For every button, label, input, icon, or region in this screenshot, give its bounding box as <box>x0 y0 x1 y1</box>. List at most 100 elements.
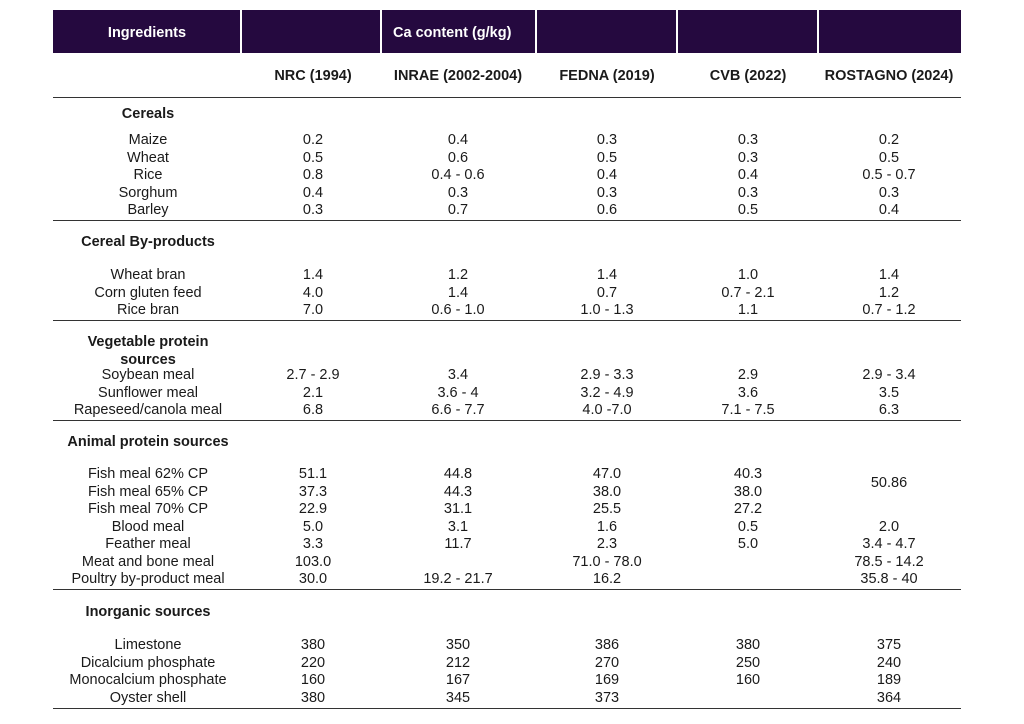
cell: 38.0 <box>733 483 763 500</box>
cell: 0.6 - 1.0 <box>431 302 485 318</box>
cell: 0.7 - 2.1 <box>721 284 775 301</box>
cell: 3.6 - 4 <box>437 384 479 401</box>
header-group: Ca content (g/kg) <box>393 25 512 41</box>
cell: 3.4 <box>447 367 469 383</box>
ingredient: Fish meal 70% CP <box>87 501 209 517</box>
cell: 169 <box>594 672 620 688</box>
cell: 3.1 <box>447 518 469 535</box>
cell: 240 <box>876 654 902 671</box>
cell: 220 <box>300 654 326 671</box>
ingredient: Dicalcium phosphate <box>80 654 216 671</box>
column-header: FEDNA (2019) <box>559 68 655 84</box>
cell: 2.7 - 2.9 <box>286 367 340 383</box>
ingredient: Meat and bone meal <box>81 553 215 570</box>
cell: 212 <box>445 654 471 671</box>
ingredient: Feather meal <box>105 536 191 552</box>
cell: 35.8 - 40 <box>860 571 918 587</box>
cell: 0.5 <box>596 149 618 166</box>
column-header: ROSTAGNO (2024) <box>824 68 954 84</box>
cell: 7.1 - 7.5 <box>721 402 775 418</box>
rule <box>53 220 961 221</box>
cell: 2.9 - 3.3 <box>580 367 634 383</box>
cell: 3.6 <box>737 384 759 401</box>
cell: 1.1 <box>737 302 759 318</box>
section-title: Cereal By-products <box>81 234 215 250</box>
cell: 71.0 - 78.0 <box>572 553 642 570</box>
cell: 350 <box>445 637 471 653</box>
cell: 7.0 <box>302 302 324 318</box>
cell: 25.5 <box>592 501 622 517</box>
divider <box>535 10 537 53</box>
cell: 0.3 <box>737 132 759 148</box>
cell: 27.2 <box>733 501 763 517</box>
section-title: Animal protein sources <box>67 434 229 450</box>
cell: 0.4 <box>737 167 759 183</box>
cell: 0.5 <box>737 202 759 218</box>
cell: 0.7 <box>596 284 618 301</box>
cell: 189 <box>876 672 902 688</box>
cell: 0.7 <box>447 202 469 218</box>
ingredient: Wheat <box>127 149 169 166</box>
cell: 364 <box>876 689 902 706</box>
cell: 51.1 <box>298 466 328 482</box>
cell: 0.3 <box>302 202 324 218</box>
cell: 345 <box>445 689 471 706</box>
header-bar <box>53 10 961 53</box>
cell: 11.7 <box>444 536 472 552</box>
ingredient: Rice bran <box>116 302 180 318</box>
cell: 6.8 <box>302 402 324 418</box>
ingredient: Fish meal 65% CP <box>87 483 209 500</box>
cell: 2.1 <box>302 384 324 401</box>
column-header: CVB (2022) <box>709 68 787 84</box>
cell: 3.2 - 4.9 <box>580 384 634 401</box>
cell: 19.2 - 21.7 <box>423 571 493 587</box>
cell: 270 <box>594 654 620 671</box>
rule <box>53 589 961 590</box>
section-title: Inorganic sources <box>85 604 211 620</box>
rule <box>53 420 961 421</box>
ingredient: Blood meal <box>111 518 185 535</box>
cell: 0.4 <box>302 184 324 201</box>
section-title: Vegetable protein sources <box>87 334 209 368</box>
cell: 1.2 <box>878 284 900 301</box>
cell: 0.4 <box>596 167 618 183</box>
cell: 3.4 - 4.7 <box>862 536 916 552</box>
cell: 1.2 <box>447 267 469 283</box>
cell: 375 <box>876 637 902 653</box>
cell: 0.4 <box>447 132 469 148</box>
ingredient: Sorghum <box>118 184 178 201</box>
ingredient: Rapeseed/canola meal <box>73 402 223 418</box>
cell: 2.3 <box>596 536 618 552</box>
cell: 40.3 <box>733 466 763 482</box>
cell: 0.5 <box>737 518 759 535</box>
cell: 2.9 <box>737 367 759 383</box>
divider <box>380 10 382 53</box>
cell: 160 <box>300 672 326 688</box>
cell: 0.3 <box>596 132 618 148</box>
section-title: Cereals <box>121 106 175 122</box>
cell: 0.3 <box>878 184 900 201</box>
cell: 1.4 <box>302 267 324 283</box>
cell: 1.4 <box>596 267 618 283</box>
cell: 0.3 <box>596 184 618 201</box>
cell: 0.5 - 0.7 <box>862 167 916 183</box>
cell: 4.0 -7.0 <box>582 402 632 418</box>
rule <box>53 97 961 98</box>
ingredient: Fish meal 62% CP <box>87 466 209 482</box>
ingredient: Poultry by-product meal <box>71 571 225 587</box>
cell: 380 <box>300 637 326 653</box>
rule <box>53 320 961 321</box>
cell: 0.3 <box>737 184 759 201</box>
ingredient: Barley <box>127 202 169 218</box>
cell: 0.2 <box>878 132 900 148</box>
cell: 0.4 <box>878 202 900 218</box>
column-header: NRC (1994) <box>274 68 352 84</box>
cell: 0.7 - 1.2 <box>862 302 916 318</box>
cell: 6.3 <box>878 402 900 418</box>
cell: 2.9 - 3.4 <box>862 367 916 383</box>
cell: 3.3 <box>302 536 324 552</box>
cell: 1.6 <box>596 518 618 535</box>
ingredient: Limestone <box>114 637 182 653</box>
cell: 380 <box>735 637 761 653</box>
divider <box>240 10 242 53</box>
